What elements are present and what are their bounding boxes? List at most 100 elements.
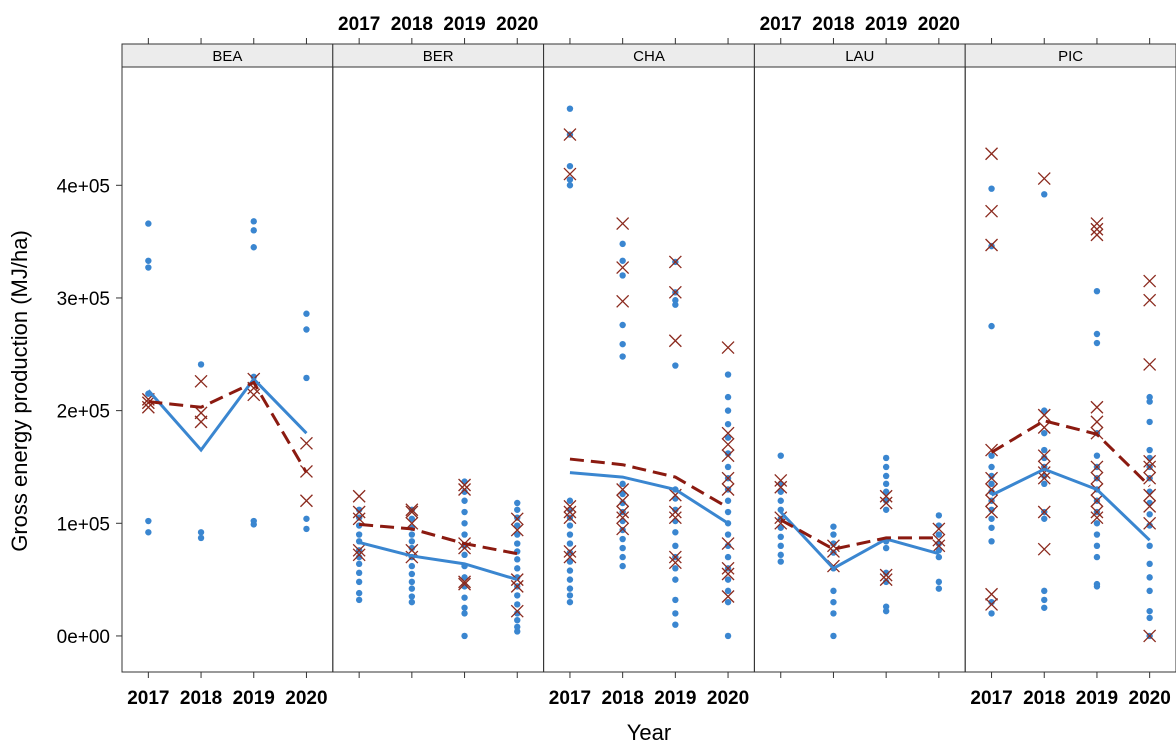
data-point-dot [988,463,995,471]
data-point-cross [616,505,630,519]
data-point-dot [619,499,626,507]
data-point-dot [461,488,468,495]
data-point-dot [461,497,468,504]
panel-strip-label: CHA [633,48,665,65]
data-point-cross [1090,460,1104,474]
y-tick-label: 2e+05 [57,402,110,423]
data-point-dot [1093,542,1101,550]
data-point-cross [774,474,788,487]
x-tick-label: 2017 [127,688,169,709]
data-point-dot [514,565,521,572]
data-point-dot [619,562,626,570]
data-point-cross [616,217,630,231]
data-point-cross [563,167,577,181]
trend-line-dashed [780,518,939,551]
data-point-dot [830,598,837,606]
data-point-cross [1037,505,1051,519]
panel-border [121,66,334,673]
panel-pic: PIC 2017 2018 2019 2020 [964,38,1176,709]
data-point-dot [303,525,310,533]
data-point-dot [1093,553,1101,561]
data-point-cross [985,443,999,457]
panel-strip-label: BEA [212,48,242,65]
data-point-dot [1041,446,1048,454]
data-point-dot [672,362,679,369]
data-point-dot [619,321,626,329]
data-point-dot [566,558,574,565]
data-point-cross [985,147,999,161]
data-point-dot [250,218,257,225]
data-point-dot [514,601,521,608]
data-point-dot [461,508,468,516]
data-point-dot [1146,398,1153,405]
data-point-dot [672,517,679,525]
data-point-cross [405,505,419,519]
data-point-dot [1041,604,1048,611]
panel-strip-label: LAU [845,48,874,65]
data-point-dot [461,520,468,527]
data-point-dot [355,578,363,586]
data-point-dot [988,480,995,488]
data-point-dot [1041,480,1048,488]
data-point-cross [563,511,577,525]
data-point-dot [777,488,784,495]
data-point-cross [668,334,682,348]
trend-line-dashed [148,380,308,474]
data-point-dot [145,529,152,536]
data-point-cross [616,522,630,536]
data-point-dot [461,478,468,485]
data-point-dot [1041,407,1048,414]
data-point-dot [1093,583,1101,590]
data-point-dot [988,506,995,513]
data-point-dot [724,393,732,401]
data-point-dot [355,596,363,604]
data-point-cross [774,516,788,530]
data-point-dot [777,551,784,559]
data-point-dot [250,244,257,251]
data-point-dot [988,524,995,531]
data-point-dot [619,490,626,498]
data-point-dot [777,480,784,488]
data-point-dot [724,632,732,640]
data-point-dot [566,598,574,606]
data-point-dot [777,542,784,550]
data-point-dot [566,176,574,183]
data-point-cross [879,568,893,582]
data-point-dot [514,540,521,547]
data-point-dot [1093,452,1101,459]
data-point-cross [668,285,682,299]
data-point-dot [882,454,890,462]
data-point-dot [303,374,310,382]
data-point-dot [882,578,890,586]
data-point-dot [724,407,732,414]
data-point-dot [1041,596,1048,604]
data-point-dot [935,585,943,592]
data-point-dot [619,553,626,561]
x-tick-label: 2019 [654,688,696,709]
y-tick-label: 1e+05 [57,514,110,535]
data-point-dot [1093,339,1101,347]
data-point-dot [882,497,890,504]
data-point-cross [985,471,999,485]
data-point-cross [1090,511,1104,525]
data-point-dot [777,558,784,565]
data-point-cross [1037,408,1051,422]
data-point-dot [514,628,521,635]
data-point-dot [514,531,521,538]
data-point-cross [932,522,946,536]
x-tick-label: 2019 [233,688,275,709]
data-point-dot [830,549,837,556]
data-point-dot [514,556,521,563]
data-point-dot [830,587,837,595]
data-point-dot [882,463,890,471]
x-tick-label-top: 2017 [760,14,802,35]
data-point-dot [619,480,626,488]
data-point-cross [721,449,735,463]
data-point-dot [988,598,995,606]
data-point-cross [194,406,208,420]
data-point-dot [619,257,626,264]
data-point-dot [1041,454,1048,462]
data-point-cross [1143,516,1157,530]
data-point-cross [247,388,261,402]
